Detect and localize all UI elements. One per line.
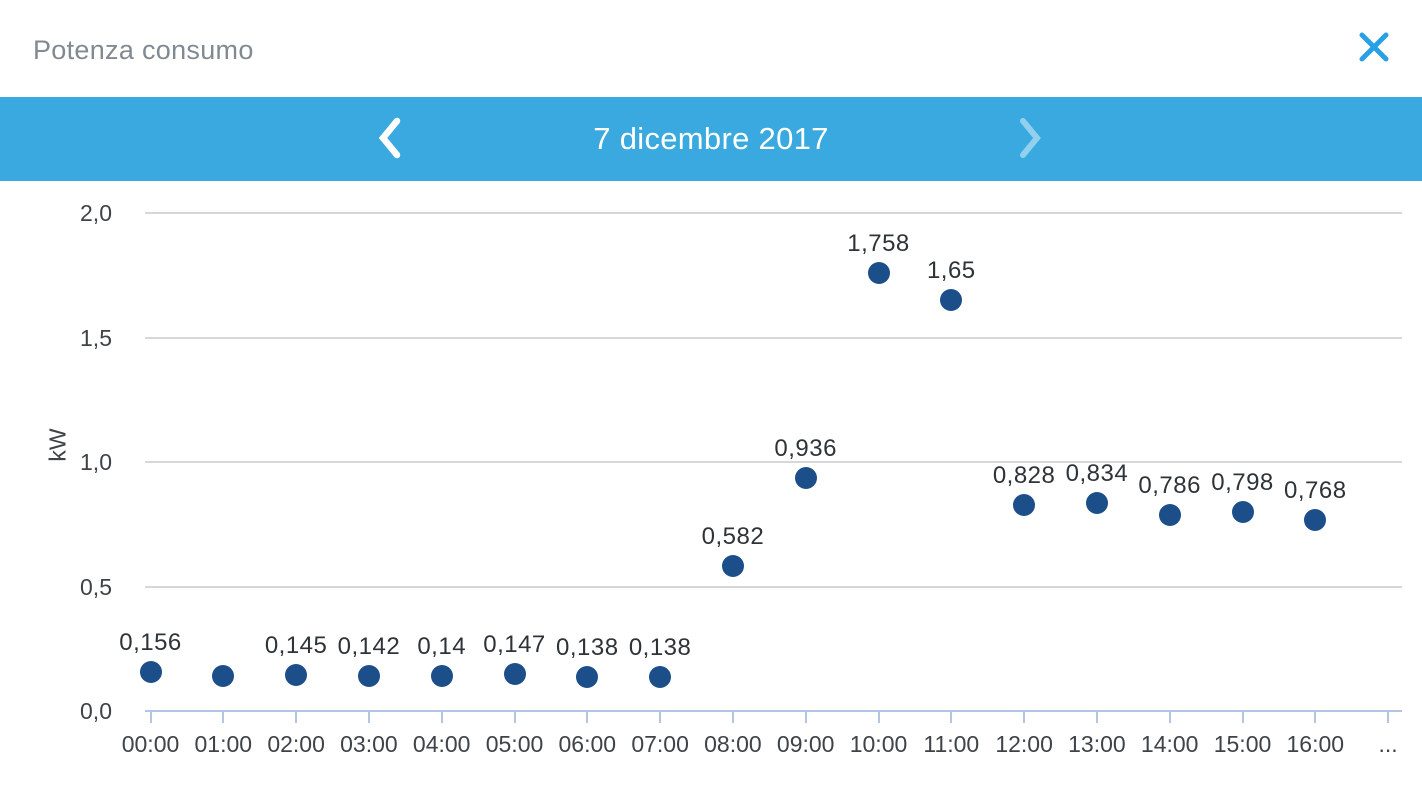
x-axis-tick — [804, 711, 807, 723]
y-axis-tick-label: 1,0 — [80, 449, 112, 475]
x-axis-tick — [367, 711, 370, 723]
date-navbar-background — [0, 97, 1422, 181]
y-gridline — [145, 461, 1402, 463]
x-axis-tick — [513, 711, 516, 723]
data-point[interactable] — [1231, 501, 1254, 524]
x-axis-tick-label: 13:00 — [1068, 731, 1126, 757]
data-point[interactable] — [357, 664, 380, 687]
x-axis-tick — [659, 711, 662, 723]
data-point-label: 0,786 — [1138, 472, 1201, 500]
x-axis-tick — [1241, 711, 1244, 723]
next-day-button[interactable] — [1002, 111, 1058, 167]
x-axis-tick — [295, 711, 298, 723]
x-axis-tick — [586, 711, 589, 723]
data-point-label: 0,828 — [992, 461, 1056, 489]
x-axis-tick — [877, 711, 880, 723]
data-point[interactable] — [721, 555, 744, 578]
x-axis-tick-label: 11:00 — [923, 731, 980, 757]
data-point[interactable] — [285, 663, 308, 686]
previous-day-button[interactable] — [362, 111, 418, 167]
data-point-label: 0,14 — [417, 633, 467, 661]
y-axis-tick-label: 2,0 — [80, 200, 112, 226]
data-point-label: 0,768 — [1284, 476, 1347, 504]
x-axis-tick-label: 04:00 — [412, 731, 471, 757]
y-gridline — [145, 585, 1402, 588]
data-point[interactable] — [867, 262, 890, 285]
data-point[interactable] — [503, 663, 526, 686]
data-point-label: 0,156 — [119, 629, 182, 657]
x-axis-tick — [1387, 711, 1390, 723]
y-gridline — [145, 336, 1402, 339]
page-title: Potenza consumo — [33, 35, 254, 65]
modal-header: Potenza consumo — [0, 0, 1422, 97]
x-axis-tick — [222, 711, 225, 723]
x-axis-line — [145, 710, 1402, 712]
x-axis-tick — [440, 711, 443, 723]
x-axis-tick-label: 02:00 — [267, 731, 325, 757]
x-axis-tick-label: 08:00 — [704, 731, 762, 757]
y-axis-title: kW — [44, 428, 71, 462]
x-axis-tick-label: 09:00 — [776, 731, 835, 757]
data-point-label: 0,147 — [483, 631, 546, 659]
y-axis-tick-label: 0,0 — [80, 698, 112, 724]
x-axis-tick-label: 07:00 — [631, 731, 689, 757]
data-point-label: 0,142 — [337, 632, 401, 660]
close-button[interactable] — [1354, 28, 1394, 68]
data-point[interactable] — [940, 289, 963, 312]
data-point[interactable] — [576, 665, 599, 688]
x-axis-tick — [950, 711, 953, 723]
current-date-label: 7 dicembre 2017 — [593, 121, 829, 156]
x-axis-tick-label: 16:00 — [1286, 731, 1345, 757]
data-point-label: 0,936 — [774, 434, 837, 462]
date-navbar: 7 dicembre 2017 — [0, 97, 1422, 181]
x-axis-tick-label: 03:00 — [340, 731, 398, 757]
x-axis-tick — [731, 711, 734, 723]
chevron-right-icon — [1016, 116, 1044, 163]
x-axis-tick-label: ... — [1378, 731, 1398, 757]
x-axis-tick-label: 05:00 — [485, 731, 544, 757]
data-point-label: 0,582 — [701, 523, 765, 551]
data-point-label: 0,138 — [628, 633, 692, 661]
x-axis-tick-label: 14:00 — [1140, 731, 1199, 757]
data-point[interactable] — [794, 466, 817, 489]
data-point-label: 0,798 — [1211, 469, 1274, 497]
data-point[interactable] — [212, 665, 235, 688]
data-point[interactable] — [139, 661, 162, 684]
x-axis-tick-label: 12:00 — [995, 731, 1053, 757]
data-point[interactable] — [1085, 492, 1108, 515]
chevron-left-icon — [376, 116, 404, 163]
data-point[interactable] — [1013, 493, 1036, 516]
x-axis-tick — [1095, 711, 1098, 723]
y-axis-tick-label: 1,5 — [80, 324, 112, 351]
x-axis-tick-label: 10:00 — [849, 731, 908, 757]
data-point[interactable] — [649, 665, 672, 688]
data-point[interactable] — [430, 665, 453, 688]
x-axis-tick — [149, 711, 152, 723]
x-axis-tick-label: 01:00 — [194, 731, 253, 757]
close-icon — [1356, 29, 1392, 68]
x-axis-tick-label: 00:00 — [121, 731, 180, 757]
data-point[interactable] — [1158, 504, 1181, 527]
data-point[interactable] — [1304, 508, 1327, 531]
x-axis-tick-label: 15:00 — [1213, 731, 1272, 757]
x-axis-tick — [1314, 711, 1317, 723]
x-axis-tick — [1023, 711, 1026, 723]
data-point-label: 1,65 — [926, 257, 976, 285]
x-axis-tick — [1168, 711, 1171, 723]
data-point-label: 0,145 — [264, 631, 328, 659]
data-point-label: 1,758 — [847, 230, 910, 258]
x-axis-tick-label: 06:00 — [558, 731, 617, 757]
data-point-label: 0,834 — [1065, 460, 1129, 488]
y-gridline — [145, 212, 1402, 214]
y-axis-tick-label: 0,5 — [80, 573, 112, 600]
data-point-label: 0,138 — [556, 633, 619, 661]
